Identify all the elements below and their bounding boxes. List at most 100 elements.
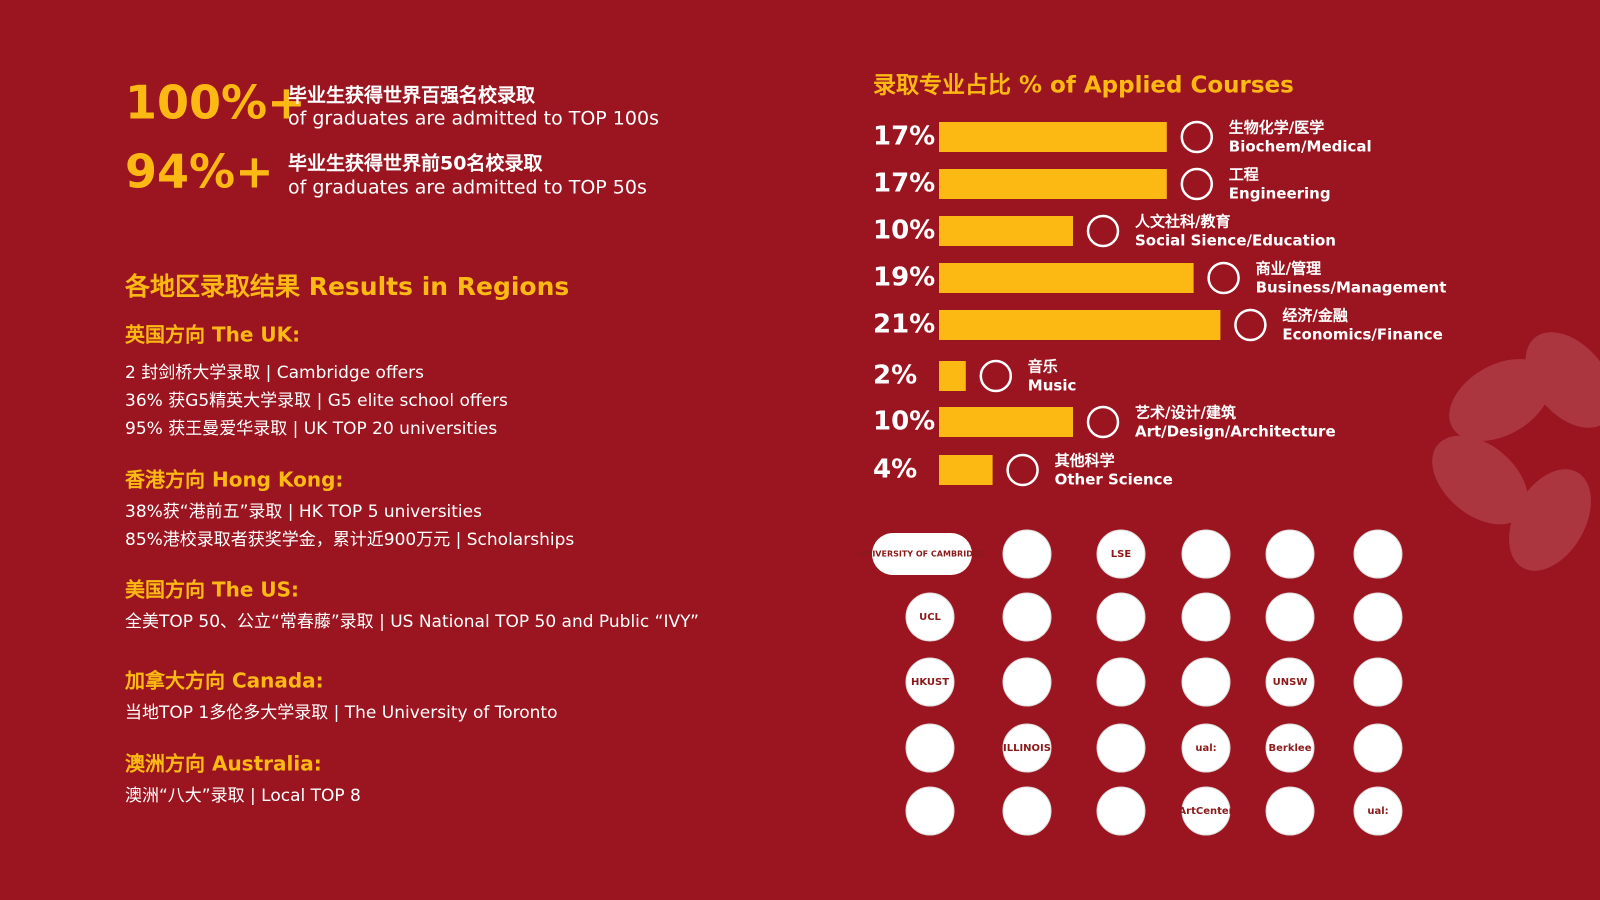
category-label: Music <box>1028 377 1077 395</box>
category-label: Economics/Finance <box>1282 326 1442 344</box>
region-line: 2 封剑桥大学录取 | Cambridge offers <box>125 363 424 383</box>
stat-en: of graduates are admitted to TOP 100s <box>288 108 659 130</box>
category-icon <box>1234 308 1267 342</box>
logo-text: HKUST <box>911 677 949 688</box>
category-icon <box>1086 405 1120 439</box>
category-icon <box>979 359 1013 393</box>
logo-text: UNIVERSITY OF CAMBRIDGE <box>859 550 985 559</box>
logo-text: LSE <box>1111 549 1132 560</box>
region-heading: 英国方向 The UK: <box>125 323 300 347</box>
region-line: 澳洲“八大”录取 | Local TOP 8 <box>125 786 361 806</box>
logo <box>1096 786 1146 836</box>
region-line: 36% 获G5精英大学录取 | G5 elite school offers <box>125 391 508 411</box>
stat-en: of graduates are admitted to TOP 50s <box>288 177 647 199</box>
category-label: Engineering <box>1229 185 1331 203</box>
region-heading: 香港方向 Hong Kong: <box>125 468 343 492</box>
logo-text: ual: <box>1195 743 1216 754</box>
bar <box>939 361 966 391</box>
category-icon <box>1180 120 1214 154</box>
category-zh: 音乐 <box>1028 358 1058 376</box>
logo <box>1181 723 1231 773</box>
bar <box>939 310 1221 340</box>
category-zh: 生物化学/医学 <box>1229 119 1324 137</box>
logo <box>1002 592 1052 642</box>
logo <box>1353 657 1403 707</box>
logo <box>1353 723 1403 773</box>
bar <box>939 455 993 485</box>
logo <box>905 723 955 773</box>
logo <box>1181 786 1231 836</box>
chart-title: 录取专业占比 % of Applied Courses <box>873 72 1294 99</box>
stat-zh: 毕业生获得世界前50名校录取 <box>288 152 542 175</box>
logo <box>1096 657 1146 707</box>
value-label: 21% <box>873 310 935 340</box>
logo <box>1096 529 1146 579</box>
logo <box>872 533 972 575</box>
logo <box>905 786 955 836</box>
category-label: Art/Design/Architecture <box>1135 423 1336 441</box>
region-line: 38%获“港前五”录取 | HK TOP 5 universities <box>125 502 482 522</box>
value-label: 10% <box>873 407 935 437</box>
logo <box>1002 657 1052 707</box>
category-label: Other Science <box>1055 471 1173 489</box>
value-label: 17% <box>873 169 935 199</box>
region-heading: 加拿大方向 Canada: <box>124 669 324 693</box>
value-label: 2% <box>873 361 917 391</box>
value-label: 17% <box>873 122 935 152</box>
logo <box>1002 723 1052 773</box>
region-heading: 澳洲方向 Australia: <box>125 752 322 776</box>
category-label: Business/Management <box>1256 279 1447 297</box>
value-label: 10% <box>873 216 935 246</box>
logo <box>1265 657 1315 707</box>
category-label: Social Sience/Education <box>1135 232 1336 250</box>
category-zh: 经济/金融 <box>1282 307 1347 325</box>
stat-zh: 毕业生获得世界百强名校录取 <box>288 84 535 107</box>
stat-value: 94%+ <box>125 145 274 199</box>
category-icon <box>1180 167 1214 201</box>
logo <box>1181 657 1231 707</box>
bar <box>939 169 1167 199</box>
logo <box>905 657 955 707</box>
logo-text: UCL <box>919 612 941 623</box>
category-zh: 人文社科/教育 <box>1135 213 1230 231</box>
region-line: 95% 获王曼爱华录取 | UK TOP 20 universities <box>125 419 497 439</box>
value-label: 19% <box>873 263 935 293</box>
region-line: 85%港校录取者获奖学金，累计近900万元 | Scholarships <box>125 530 574 550</box>
logo <box>1002 529 1052 579</box>
category-icon <box>1006 453 1039 487</box>
logo <box>1353 786 1403 836</box>
logo <box>1181 529 1231 579</box>
logo <box>1353 529 1403 579</box>
logo <box>1002 786 1052 836</box>
category-zh: 其他科学 <box>1055 452 1115 470</box>
logo <box>1265 529 1315 579</box>
logo-text: ual: <box>1367 806 1388 817</box>
logo <box>1265 786 1315 836</box>
region-heading: 美国方向 The US: <box>125 578 299 602</box>
category-zh: 工程 <box>1229 166 1259 184</box>
bar <box>939 263 1194 293</box>
region-line: 当地TOP 1多伦多大学录取 | The University of Toron… <box>125 703 558 723</box>
bar <box>939 407 1073 437</box>
logo <box>1353 592 1403 642</box>
logo-text: ILLINOIS <box>1003 743 1051 754</box>
bar <box>939 122 1167 152</box>
logo <box>1096 723 1146 773</box>
bar <box>939 216 1073 246</box>
category-icon <box>1086 214 1120 248</box>
logo-text: Berklee <box>1269 743 1312 754</box>
flower-decor <box>1432 332 1600 571</box>
logo-text: ArtCenter <box>1178 806 1233 817</box>
category-zh: 艺术/设计/建筑 <box>1135 404 1236 422</box>
category-zh: 商业/管理 <box>1256 260 1321 278</box>
logo <box>1265 723 1315 773</box>
logo <box>1181 592 1231 642</box>
logo <box>905 592 955 642</box>
logo <box>1265 592 1315 642</box>
logo <box>1096 592 1146 642</box>
category-label: Biochem/Medical <box>1229 138 1372 156</box>
stat-value: 100%+ <box>125 76 306 130</box>
